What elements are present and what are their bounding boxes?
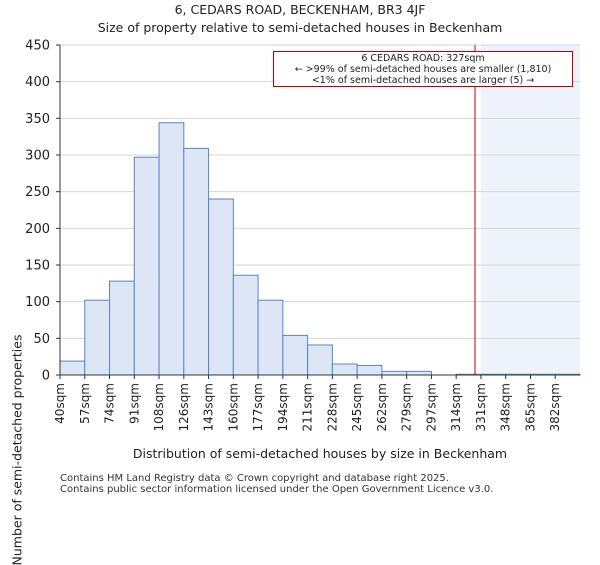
bar-211sqm: [307, 344, 333, 376]
annotation-line-3: <1% of semi-detached houses are larger (…: [311, 75, 535, 86]
y-tick-label: 200: [25, 222, 50, 237]
x-tick-label: 126sqm: [177, 383, 191, 431]
y-tick-label: 300: [25, 149, 50, 164]
bar-126sqm: [183, 147, 210, 376]
y-tick-label: 250: [25, 185, 50, 200]
y-tick-label: 0: [42, 369, 50, 384]
bar-194sqm: [282, 334, 309, 376]
chart-title: 6, CEDARS ROAD, BECKENHAM, BR3 4JF: [174, 2, 426, 17]
annotation-line-1: 6 CEDARS ROAD: 327sqm: [361, 53, 485, 64]
y-tick-label: 350: [25, 112, 50, 127]
x-tick-label: 279sqm: [400, 383, 414, 431]
bar-160sqm: [232, 274, 259, 376]
bar-40sqm: [59, 360, 86, 376]
y-tick-label: 50: [33, 332, 50, 347]
bar-228sqm: [331, 363, 358, 376]
y-tick-label: 100: [25, 295, 50, 310]
x-tick-label: 297sqm: [424, 383, 438, 431]
bar-108sqm: [158, 122, 185, 376]
chart-subtitle: Size of property relative to semi-detach…: [97, 20, 503, 35]
y-tick-label: 400: [25, 75, 50, 90]
bar-91sqm: [133, 156, 160, 376]
x-tick-label: 348sqm: [499, 383, 513, 431]
x-tick-label: 160sqm: [226, 383, 240, 431]
x-tick-label: 57sqm: [78, 383, 92, 424]
x-tick-label: 314sqm: [449, 383, 463, 431]
x-tick-label: 194sqm: [276, 383, 290, 431]
highlight-region: [480, 45, 580, 375]
x-tick-label: 74sqm: [103, 383, 117, 424]
x-tick-label: 382sqm: [548, 383, 562, 431]
bar-245sqm: [356, 364, 383, 376]
x-tick-label: 262sqm: [375, 383, 389, 431]
x-tick-label: 108sqm: [152, 383, 166, 431]
footer-line-1: Contains HM Land Registry data © Crown c…: [60, 473, 449, 484]
x-tick-label: 365sqm: [523, 383, 537, 431]
x-tick-label: 211sqm: [301, 383, 315, 431]
bar-57sqm: [84, 299, 111, 376]
bar-143sqm: [208, 198, 234, 376]
x-tick-label: 228sqm: [325, 383, 339, 431]
x-tick-label: 40sqm: [53, 383, 67, 424]
bar-279sqm: [406, 370, 432, 376]
plot-area: 0 50 100 150 200 250 300 350 400 450 40sqm 57sqm 74s…: [25, 39, 581, 431]
annotation-line-2: ← >99% of semi-detached houses are small…: [294, 64, 552, 75]
y-axis-label: Number of semi-detached properties: [9, 334, 25, 565]
x-tick-label: 331sqm: [474, 383, 488, 431]
x-tick-label: 143sqm: [202, 383, 216, 431]
chart: 6, CEDARS ROAD, BECKENHAM, BR3 4JF Size …: [10, 2, 581, 565]
footer-line-2: Contains public sector information licen…: [60, 484, 494, 495]
x-tick-label: 245sqm: [350, 383, 364, 431]
annotation-box: 6 CEDARS ROAD: 327sqm ← >99% of semi-det…: [273, 51, 573, 87]
y-tick-label: 450: [25, 39, 50, 54]
y-tick-label: 150: [25, 259, 50, 274]
bar-262sqm: [381, 370, 408, 376]
x-tick-label: 91sqm: [127, 383, 141, 424]
bar-74sqm: [109, 280, 135, 376]
x-axis-label: Distribution of semi-detached houses by …: [132, 446, 508, 461]
x-tick-label: 177sqm: [251, 383, 265, 431]
bar-177sqm: [257, 299, 284, 376]
